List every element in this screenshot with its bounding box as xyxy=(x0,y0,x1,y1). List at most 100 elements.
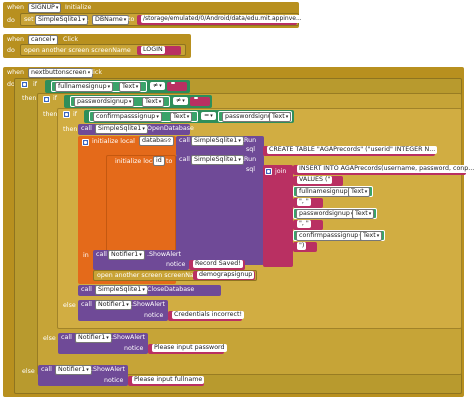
variable-name-id[interactable]: id xyxy=(153,156,165,167)
gear-icon[interactable] xyxy=(82,139,89,146)
text-value-login[interactable]: LOGIN xyxy=(141,46,165,55)
call-open-database[interactable]: call SimpleSqlite1▾ .OpenDatabase xyxy=(78,124,194,135)
text-value-dbpath[interactable]: /storage/emulated/0/Android/data/edu.mit… xyxy=(141,15,304,23)
text-block-separator[interactable]: ", " xyxy=(293,198,323,208)
open-screen-demograp-block[interactable]: open another screen screenName demograps… xyxy=(93,270,257,281)
text-block-dbpath[interactable]: /storage/emulated/0/Android/data/edu.mit… xyxy=(137,15,304,25)
compare-confirm-block[interactable]: confirmpasssignup▾ Text▾ =▾ passwordsign… xyxy=(84,110,294,123)
text-value-fullname-msg[interactable]: Please input fullname xyxy=(132,376,205,385)
property-selector-text[interactable]: Text▾ xyxy=(348,187,371,198)
variable-name-database[interactable]: database xyxy=(139,136,175,147)
event-cancel-click[interactable]: when cancel▾ Click do open another scree… xyxy=(3,34,191,58)
component-selector-nextbutton[interactable]: nextbuttonscreen▾ xyxy=(28,68,94,79)
text-block-insert[interactable]: INSERT INTO AGAPrecords(username, passwo… xyxy=(293,165,474,175)
call-showalert-fullname[interactable]: call Notifier1▾ .ShowAlert notice xyxy=(38,365,128,386)
property-selector-text[interactable]: Text▾ xyxy=(119,82,142,93)
text-block-login[interactable]: LOGIN xyxy=(137,46,181,55)
text-block-end[interactable]: ") xyxy=(293,242,317,252)
component-selector-notifier[interactable]: Notifier1▾ xyxy=(55,365,92,376)
then-keyword: then xyxy=(43,111,58,118)
text-value-credentials[interactable]: Credentials incorrect! xyxy=(172,311,245,320)
event-name: Initialize xyxy=(65,4,92,11)
text-block-record-saved[interactable]: Record Saved! xyxy=(189,260,245,270)
component-selector-password[interactable]: passwordsignup▾ xyxy=(74,97,135,108)
text-block-empty[interactable] xyxy=(190,97,210,106)
chevron-down-icon: ▾ xyxy=(238,138,241,144)
text-block-demograp[interactable]: demograpsignup xyxy=(193,271,255,280)
event-signup-initialize[interactable]: when SIGNUP▾ Initialize do set SimpleSql… xyxy=(3,2,304,28)
text-block-fullname-msg[interactable]: Please input fullname xyxy=(128,376,205,386)
operator-not-equal[interactable]: ≠▾ xyxy=(150,82,165,91)
if-keyword: if xyxy=(53,95,57,102)
when-keyword: when xyxy=(7,69,25,76)
component-selector-signup[interactable]: SIGNUP▾ xyxy=(28,3,62,14)
call-run-create-table[interactable]: call SimpleSqlite1▾ .Run sql xyxy=(176,136,264,156)
text-value-demograp[interactable]: demograpsignup xyxy=(197,271,255,280)
component-selector-sqlite[interactable]: SimpleSqlite1▾ xyxy=(35,15,88,26)
component-selector-notifier[interactable]: Notifier1▾ xyxy=(75,333,112,344)
text-block-values[interactable]: VALUES (" xyxy=(293,176,343,186)
component-selector-sqlite[interactable]: SimpleSqlite1▾ xyxy=(191,155,244,166)
compare-fullname-block[interactable]: fullnamesignup▾ Text▾ ≠▾ xyxy=(45,80,190,93)
component-selector-fullname[interactable]: fullnamesignup▾ xyxy=(296,187,355,198)
property-selector-text[interactable]: Text▾ xyxy=(360,231,383,242)
initialize-local-id[interactable]: initialize local id to xyxy=(106,155,176,265)
component-selector-confirm[interactable]: confirmpasssignup▾ xyxy=(93,112,162,123)
text-block-empty[interactable] xyxy=(167,82,187,91)
call-showalert-credentials[interactable]: call Notifier1▾ .ShowAlert notice xyxy=(78,300,168,321)
text-block-password-msg[interactable]: Please input password xyxy=(148,344,227,354)
getter-password[interactable]: passwordsignup▾ Text▾ xyxy=(70,96,170,108)
component-selector-sqlite[interactable]: SimpleSqlite1▾ xyxy=(95,285,148,296)
getter-fullname[interactable]: fullnamesignup▾ Text▾ xyxy=(293,186,373,198)
sql-param-label: sql xyxy=(246,146,256,153)
text-block-create-table[interactable]: CREATE TABLE "AGAPrecords" ("userid" INT… xyxy=(263,146,438,156)
text-value-empty[interactable] xyxy=(171,82,175,84)
text-value-record-saved[interactable]: Record Saved! xyxy=(193,260,243,269)
component-selector-sqlite[interactable]: SimpleSqlite1▾ xyxy=(95,124,148,135)
component-selector-fullname[interactable]: fullnamesignup▾ xyxy=(55,82,114,93)
component-selector-confirm[interactable]: confirmpasssignup▾ xyxy=(296,231,365,242)
operator-equal[interactable]: =▾ xyxy=(201,112,216,121)
set-dbname-block[interactable]: set SimpleSqlite1▾ . DBName▾ to /storage… xyxy=(20,13,304,26)
chevron-down-icon: ▾ xyxy=(186,114,190,120)
component-selector-sqlite[interactable]: SimpleSqlite1▾ xyxy=(191,136,244,147)
text-value-insert[interactable]: INSERT INTO AGAPrecords(username, passwo… xyxy=(297,165,474,174)
text-value-password-msg[interactable]: Please input password xyxy=(152,344,227,353)
call-showalert-record-saved[interactable]: call Notifier1▾ .ShowAlert notice xyxy=(93,250,189,270)
text-value-values[interactable]: VALUES (" xyxy=(297,176,333,185)
chevron-down-icon: ▾ xyxy=(368,211,372,217)
open-screen-login-block[interactable]: open another screen screenName LOGIN xyxy=(20,44,186,56)
property-selector-text[interactable]: Text▾ xyxy=(142,97,165,108)
text-value-end[interactable]: ") xyxy=(297,242,307,251)
text-value-create-table[interactable]: CREATE TABLE "AGAPrecords" ("userid" INT… xyxy=(267,146,438,155)
text-value-empty[interactable] xyxy=(194,97,198,99)
component-selector-password[interactable]: passwordsignup▾ xyxy=(296,209,357,220)
component-selector-notifier[interactable]: Notifier1▾ xyxy=(108,250,145,261)
call-run-insert[interactable]: call SimpleSqlite1▾ .Run sql xyxy=(176,155,264,265)
gear-icon[interactable] xyxy=(21,81,28,88)
gear-icon[interactable] xyxy=(43,96,50,103)
in-keyword: in xyxy=(83,252,89,259)
text-value-separator[interactable]: ", " xyxy=(297,220,311,229)
gear-icon[interactable] xyxy=(63,111,70,118)
text-block-credentials[interactable]: Credentials incorrect! xyxy=(168,311,245,321)
property-selector-dbname[interactable]: DBName▾ xyxy=(92,15,130,26)
getter-password-compare[interactable]: passwordsignup▾ Text▾ xyxy=(218,111,292,123)
property-selector-text[interactable]: Text▾ xyxy=(269,112,292,123)
property-selector-text[interactable]: Text▾ xyxy=(170,112,193,123)
gear-icon[interactable] xyxy=(265,168,272,175)
compare-password-block[interactable]: passwordsignup▾ Text▾ ≠▾ xyxy=(64,95,212,108)
getter-confirm[interactable]: confirmpasssignup▾ Text▾ xyxy=(293,230,385,242)
getter-confirm[interactable]: confirmpasssignup▾ Text▾ xyxy=(89,111,198,123)
getter-fullname[interactable]: fullnamesignup▾ Text▾ xyxy=(51,81,147,93)
getter-password[interactable]: passwordsignup▾ Text▾ xyxy=(293,208,377,220)
property-selector-text[interactable]: Text▾ xyxy=(352,209,375,220)
call-close-database[interactable]: call SimpleSqlite1▾ .CloseDatabase xyxy=(78,285,221,296)
text-value-separator[interactable]: ", " xyxy=(297,198,311,207)
component-selector-notifier[interactable]: Notifier1▾ xyxy=(95,300,132,311)
operator-not-equal[interactable]: ≠▾ xyxy=(173,97,188,106)
to-keyword: to xyxy=(166,158,173,165)
call-showalert-password[interactable]: call Notifier1▾ .ShowAlert notice xyxy=(58,333,148,354)
join-block[interactable]: join xyxy=(263,165,293,267)
text-block-separator[interactable]: ", " xyxy=(293,220,323,230)
